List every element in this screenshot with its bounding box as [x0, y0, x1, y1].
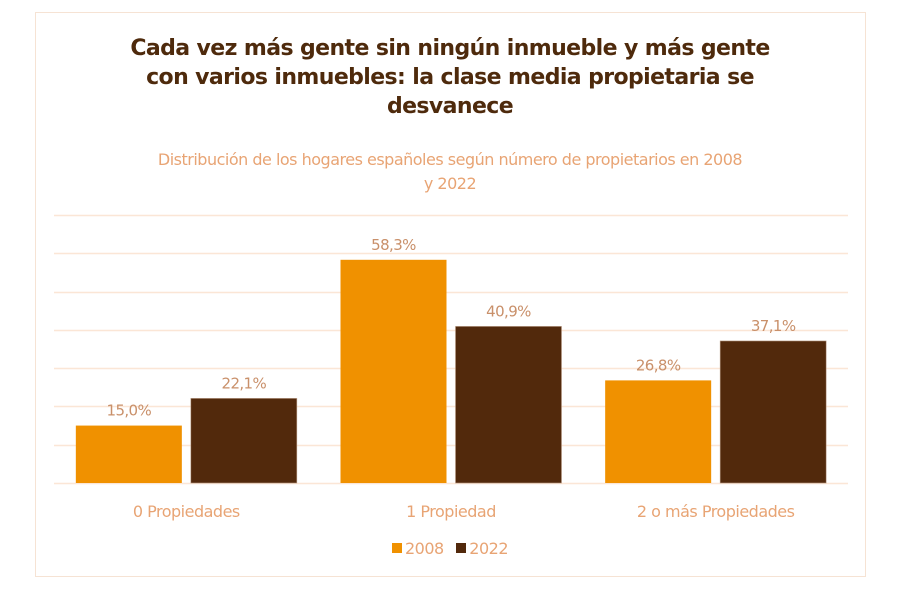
value-labels: 15,0% 22,1% 58,3% 40,9% 26,8% 37,1%: [107, 236, 797, 420]
bar-2008: [340, 259, 447, 483]
data-label: 26,8%: [636, 356, 681, 374]
category-label: 2 o más Propiedades: [637, 502, 795, 521]
data-label: 58,3%: [371, 236, 416, 254]
legend-swatch-2022: [456, 543, 467, 553]
legend-item-2008[interactable]: 2008: [391, 538, 444, 558]
legend-item-2022[interactable]: 2022: [456, 538, 509, 558]
chart-title-line: Cada vez más gente sin ningún inmueble y…: [130, 36, 770, 61]
bars: [75, 259, 827, 484]
chart-subtitle: Distribución de los hogares españoles se…: [0, 148, 900, 196]
bar-2008: [75, 425, 182, 483]
data-label: 37,1%: [751, 317, 796, 335]
bar-2008: [605, 380, 712, 483]
legend: 2008 2022: [0, 538, 900, 558]
legend-swatch-2008: [391, 543, 402, 553]
category-label: 0 Propiedades: [133, 502, 240, 521]
chart-subtitle-line: Distribución de los hogares españoles se…: [157, 150, 743, 169]
category-label: 1 Propiedad: [406, 502, 496, 521]
chart-title-line: desvanece: [386, 94, 514, 119]
gridlines: [54, 214, 848, 485]
bar-2022: [719, 340, 827, 484]
chart-title-line: con varios inmuebles: la clase media pro…: [146, 65, 754, 90]
data-label: 40,9%: [486, 302, 531, 320]
data-label: 15,0%: [107, 402, 152, 420]
category-labels: 0 Propiedades 1 Propiedad 2 o más Propieda…: [133, 502, 795, 521]
legend-label-2008: 2008: [404, 538, 444, 558]
data-label: 22,1%: [222, 374, 267, 392]
legend-label-2022: 2022: [469, 538, 509, 558]
bar-2022: [190, 398, 298, 484]
chart-title: Cada vez más gente sin ningún inmueble y…: [0, 34, 900, 121]
bar-2022: [455, 326, 562, 484]
chart-subtitle-line: y 2022: [423, 174, 477, 193]
